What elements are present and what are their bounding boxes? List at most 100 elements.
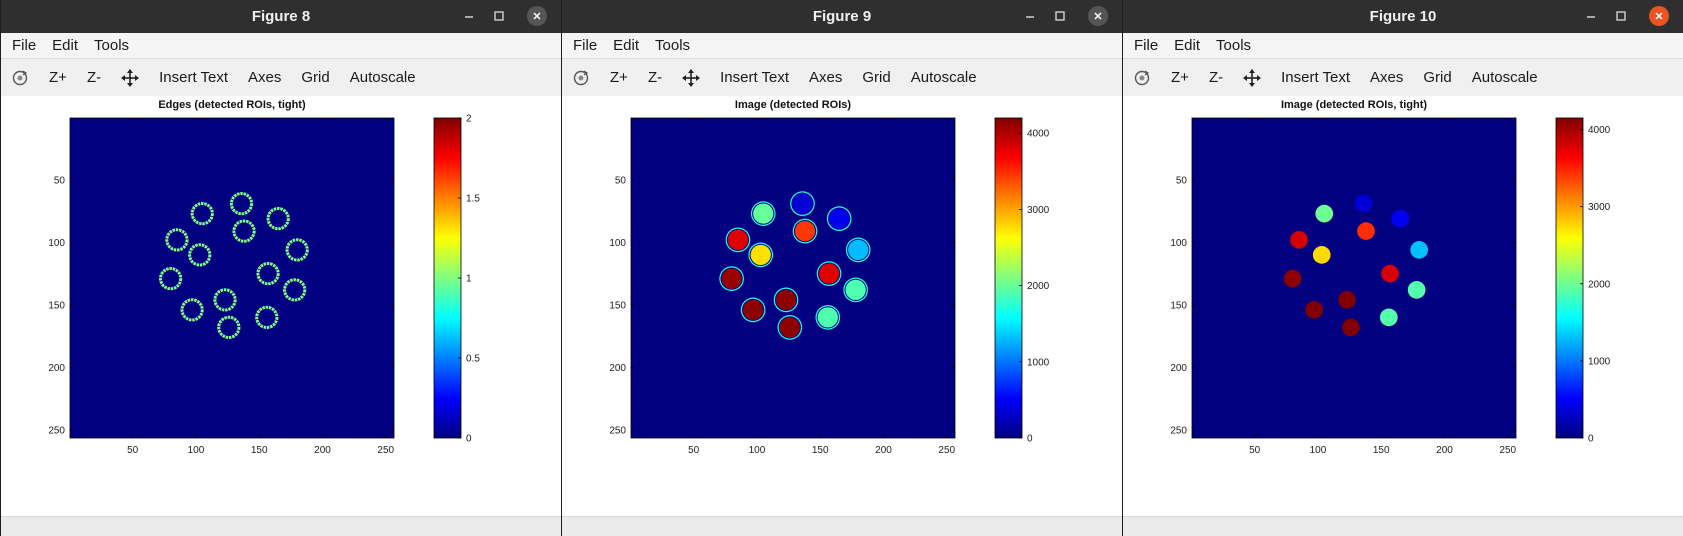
menu-tools[interactable]: Tools [655, 37, 691, 54]
roi-disk [1315, 204, 1334, 223]
close-icon[interactable] [527, 6, 547, 26]
figure-canvas[interactable]: Image (detected ROIs, tight) 50 100 150 200 2… [1123, 96, 1683, 516]
roi-disk [845, 279, 866, 300]
rotate-icon[interactable] [11, 69, 29, 87]
heatmap-chart[interactable]: Edges (detected ROIs, tight)50 100 150 200 2… [1, 96, 561, 516]
axes-frame [1191, 117, 1517, 439]
x-tick-label: 150 [251, 445, 268, 456]
pan-icon[interactable] [682, 68, 701, 87]
x-tick-label: 100 [1310, 445, 1327, 456]
minimize-icon[interactable] [1020, 6, 1040, 26]
menu-tools[interactable]: Tools [1216, 37, 1252, 54]
maximize-icon[interactable] [489, 6, 509, 26]
y-tick-label: 150 [609, 300, 626, 311]
x-tick-label: 250 [1499, 445, 1516, 456]
close-icon[interactable] [1088, 6, 1108, 26]
grid-button[interactable]: Grid [1423, 69, 1452, 86]
insert-text-button[interactable]: Insert Text [159, 69, 229, 86]
heatmap-background [631, 118, 955, 438]
rotate-icon[interactable] [1133, 69, 1151, 87]
roi-ring [213, 288, 237, 312]
axes-button[interactable]: Axes [1370, 69, 1404, 86]
zoom-out-button[interactable]: Z- [86, 69, 102, 86]
y-tick-label: 250 [1170, 425, 1187, 436]
chart-title: Image (detected ROIs, tight) [1281, 99, 1427, 111]
roi-disk [818, 263, 840, 284]
colorbar-tick-label: 1 [466, 274, 472, 285]
menu-file[interactable]: File [1134, 37, 1159, 54]
roi-disk [1290, 231, 1308, 249]
axes-frame [69, 117, 395, 439]
roi-disk [1312, 246, 1331, 264]
roi-disk [1357, 222, 1375, 240]
menu-bar: File Edit Tools [562, 33, 1122, 58]
autoscale-button[interactable]: Autoscale [910, 69, 977, 86]
roi-ring [232, 219, 256, 243]
menu-edit[interactable]: Edit [52, 37, 79, 54]
roi-disk [1305, 301, 1323, 319]
axes-button[interactable]: Axes [248, 69, 282, 86]
title-bar[interactable]: Figure 9 [562, 0, 1122, 33]
roi-ring [158, 267, 183, 291]
figure-canvas[interactable]: Image (detected ROIs) 50 100 150 200 250 50 100… [562, 96, 1122, 516]
heatmap-chart[interactable]: Image (detected ROIs, tight) 50 100 150 200 2… [1123, 96, 1683, 516]
title-bar[interactable]: Figure 10 [1123, 0, 1683, 33]
menu-edit[interactable]: Edit [1174, 37, 1201, 54]
window-title: Figure 8 [251, 8, 311, 25]
zoom-out-button[interactable]: Z- [1208, 69, 1224, 86]
grid-button[interactable]: Grid [301, 69, 330, 86]
x-tick-label: 150 [1373, 445, 1390, 456]
y-tick-label: 150 [1170, 300, 1187, 311]
roi-disk [1379, 308, 1398, 327]
figure-window: Figure 10 File Edit Tools Z+ Z- Insert T… [1122, 0, 1683, 536]
heatmap-background [70, 118, 394, 438]
zoom-in-button[interactable]: Z+ [49, 69, 67, 86]
minimize-icon[interactable] [459, 6, 479, 26]
colorbar [994, 117, 1023, 439]
roi-disk [817, 307, 838, 328]
roi-disk [721, 268, 742, 289]
autoscale-button[interactable]: Autoscale [349, 69, 416, 86]
figure-canvas[interactable]: Edges (detected ROIs, tight) 50 100 150 200 2… [1, 96, 561, 516]
menu-tools[interactable]: Tools [94, 37, 130, 54]
x-tick-label: 200 [1436, 445, 1453, 456]
toolbar: Z+ Z- Insert Text Axes Grid Autoscale [1123, 58, 1683, 97]
close-icon[interactable] [1649, 6, 1669, 26]
maximize-icon[interactable] [1611, 6, 1631, 26]
x-tick-label: 250 [377, 445, 394, 456]
menu-edit[interactable]: Edit [613, 37, 640, 54]
title-bar[interactable]: Figure 8 [1, 0, 561, 33]
roi-disk [829, 208, 850, 229]
y-tick-label: 250 [609, 425, 626, 436]
minimize-icon[interactable] [1581, 6, 1601, 26]
colorbar-tick-label: 2000 [1588, 279, 1611, 290]
zoom-in-button[interactable]: Z+ [1171, 69, 1189, 86]
heatmap-chart[interactable]: Image (detected ROIs) 50 100 150 200 250 50 100… [562, 96, 1122, 516]
y-tick-label: 250 [48, 425, 65, 436]
autoscale-button[interactable]: Autoscale [1471, 69, 1538, 86]
status-bar [562, 516, 1122, 536]
y-tick-label: 50 [1176, 175, 1188, 186]
x-tick-label: 150 [812, 445, 829, 456]
pan-icon[interactable] [1243, 68, 1262, 87]
zoom-in-button[interactable]: Z+ [610, 69, 628, 86]
roi-disk [743, 299, 764, 320]
grid-button[interactable]: Grid [862, 69, 891, 86]
insert-text-button[interactable]: Insert Text [1281, 69, 1351, 86]
insert-text-button[interactable]: Insert Text [720, 69, 790, 86]
y-tick-label: 100 [48, 238, 65, 249]
zoom-out-button[interactable]: Z- [647, 69, 663, 86]
rotate-icon[interactable] [572, 69, 590, 87]
pan-icon[interactable] [121, 68, 140, 87]
colorbar-tick-label: 4000 [1588, 125, 1611, 136]
roi-disk [1381, 264, 1399, 283]
y-tick-label: 50 [615, 175, 627, 186]
roi-ring [190, 202, 214, 226]
menu-file[interactable]: File [573, 37, 598, 54]
roi-disk [779, 317, 800, 338]
axes-button[interactable]: Axes [809, 69, 843, 86]
menu-file[interactable]: File [12, 37, 37, 54]
x-tick-label: 50 [1249, 445, 1261, 456]
maximize-icon[interactable] [1050, 6, 1070, 26]
roi-ring [180, 298, 204, 322]
